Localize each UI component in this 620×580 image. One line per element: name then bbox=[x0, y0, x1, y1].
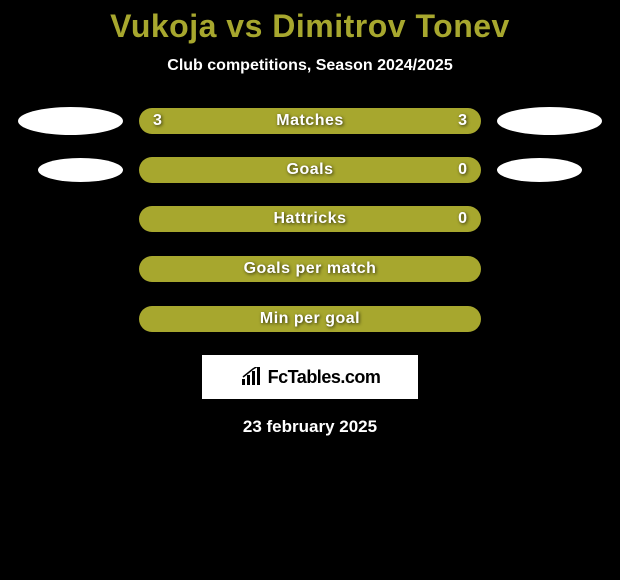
stat-right-value: 3 bbox=[458, 112, 467, 130]
page-title: Vukoja vs Dimitrov Tonev bbox=[0, 8, 620, 45]
stat-label: Min per goal bbox=[260, 310, 360, 328]
stat-bar: Hattricks 0 bbox=[139, 206, 481, 232]
stat-row: Goals per match bbox=[0, 255, 620, 283]
stat-label: Matches bbox=[276, 112, 344, 130]
player-left-marker bbox=[18, 107, 123, 135]
stat-right-value: 0 bbox=[458, 210, 467, 228]
stat-row: Goals 0 bbox=[0, 157, 620, 183]
player-right-marker bbox=[497, 158, 582, 182]
chart-icon bbox=[240, 367, 264, 387]
stat-bar: Goals per match bbox=[139, 256, 481, 282]
stat-bar: Goals 0 bbox=[139, 157, 481, 183]
stat-row: Hattricks 0 bbox=[0, 205, 620, 233]
date-label: 23 february 2025 bbox=[0, 417, 620, 437]
stat-label: Hattricks bbox=[274, 210, 347, 228]
stat-bar: Min per goal bbox=[139, 306, 481, 332]
stat-right-value: 0 bbox=[458, 161, 467, 179]
stat-label: Goals bbox=[287, 161, 334, 179]
stat-left-value: 3 bbox=[153, 112, 162, 130]
subtitle: Club competitions, Season 2024/2025 bbox=[0, 57, 620, 75]
stat-row: Min per goal bbox=[0, 305, 620, 333]
logo-text: FcTables.com bbox=[268, 367, 381, 388]
player-right-marker bbox=[497, 107, 602, 135]
stats-list: 3 Matches 3 Goals 0 Hattricks 0 Goals per match… bbox=[0, 107, 620, 333]
stat-row: 3 Matches 3 bbox=[0, 107, 620, 135]
stat-bar: 3 Matches 3 bbox=[139, 108, 481, 134]
player-left-marker bbox=[38, 158, 123, 182]
logo-box[interactable]: FcTables.com bbox=[202, 355, 418, 399]
stat-label: Goals per match bbox=[244, 260, 377, 278]
comparison-widget: Vukoja vs Dimitrov Tonev Club competitio… bbox=[0, 0, 620, 437]
